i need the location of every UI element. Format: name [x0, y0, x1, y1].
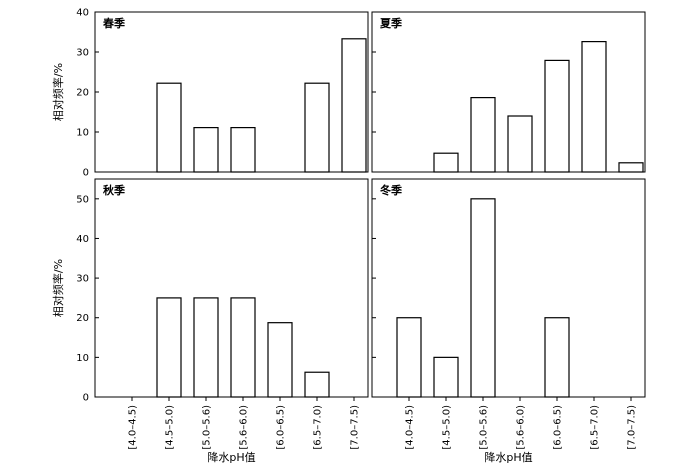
y-tick-label: 20 [76, 313, 89, 324]
bar-[5.0–5.6) [470, 198, 496, 398]
y-tick-label: 10 [76, 128, 89, 139]
bar-[4.5–5.0) [433, 152, 459, 173]
y-tick-label: 20 [76, 88, 89, 99]
y-tick-label: 40 [76, 234, 89, 245]
x-tick-label: [5.0–5.6) [202, 405, 213, 450]
y-tick-label: 30 [76, 274, 89, 285]
bar-[4.5–5.0) [156, 297, 182, 398]
x-tick-label: [6.5–7.0) [590, 405, 601, 450]
bar-[6.0–6.5) [267, 322, 293, 398]
bar-[6.5–7.0) [304, 371, 330, 398]
y-tick-label: 0 [83, 168, 89, 179]
x-axis-title: 降水pH值 [207, 450, 255, 464]
bar-[4.0–4.5) [396, 317, 422, 398]
bar-[5.0–5.6) [193, 126, 219, 173]
bar-[4.5–5.0) [433, 356, 459, 398]
bar-[6.5–7.0) [304, 82, 330, 173]
bar-[5.6–6.0) [507, 115, 533, 173]
y-tick-label: 30 [76, 48, 89, 59]
x-tick-label: [5.0–5.6) [479, 405, 490, 450]
x-tick-label: [4.5–5.0) [442, 405, 453, 450]
x-tick-label: [5.6–6.0) [516, 405, 527, 450]
y-tick-label: 40 [76, 8, 89, 19]
bar-[4.5–5.0) [156, 82, 182, 173]
bar-[5.6–6.0) [230, 297, 256, 398]
panel-title-0: 春季 [103, 16, 126, 30]
y-tick-label: 0 [83, 393, 89, 404]
panel-title-2: 秋季 [103, 183, 126, 197]
bar-[7.0–7.5) [341, 38, 367, 173]
x-tick-label: [6.0–6.5) [276, 405, 287, 450]
bar-[7.0–7.5) [618, 162, 644, 173]
x-tick-label: [5.6–6.0) [239, 405, 250, 450]
y-tick-label: 10 [76, 353, 89, 364]
x-tick-label: [4.0–4.5) [405, 405, 416, 450]
bar-[6.0–6.5) [544, 59, 570, 173]
x-tick-label: [6.0–6.5) [553, 405, 564, 450]
x-tick-label: [4.5–5.0) [165, 405, 176, 450]
y-axis-title: 相对频率/% [51, 63, 65, 121]
bar-[6.5–7.0) [581, 40, 607, 173]
y-axis-title: 相对频率/% [51, 259, 65, 317]
bar-[5.0–5.6) [193, 297, 219, 398]
panel-frame-3 [371, 178, 646, 398]
x-tick-label: [7.0–7.5) [627, 405, 638, 450]
panel-title-1: 夏季 [380, 16, 403, 30]
bar-[6.0–6.5) [544, 317, 570, 398]
x-axis-title: 降水pH值 [484, 450, 532, 464]
bar-[5.6–6.0) [230, 126, 256, 173]
panel-title-3: 冬季 [380, 183, 403, 197]
x-tick-label: [6.5–7.0) [313, 405, 324, 450]
x-tick-label: [7.0–7.5) [350, 405, 361, 450]
x-tick-label: [4.0–4.5) [128, 405, 139, 450]
bar-[5.0–5.6) [470, 96, 496, 173]
y-tick-label: 50 [76, 194, 89, 205]
